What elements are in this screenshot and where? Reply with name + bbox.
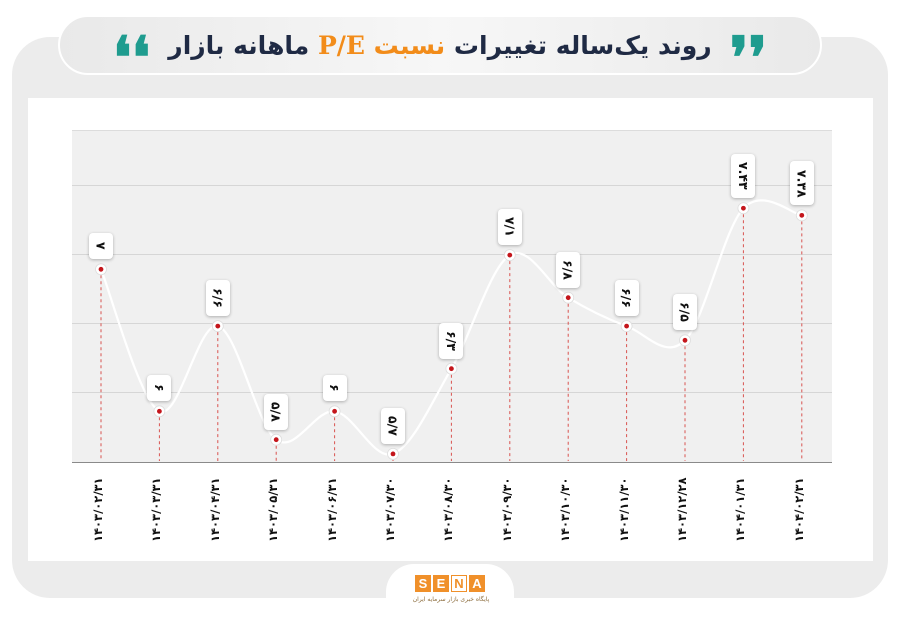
- title-banner: ❜❜ روند یک‌ساله تغییرات نسبت P/E ماهانه …: [58, 15, 822, 87]
- x-axis-label: ۱۴۰۳/۰۵/۳۱: [266, 477, 281, 542]
- data-point: [273, 437, 279, 443]
- title-suffix: ماهانه بازار: [168, 30, 318, 60]
- value-label: ۶: [322, 375, 347, 402]
- value-label: ۶/۵: [673, 294, 697, 331]
- x-axis-label: ۱۴۰۳/۰۹/۳۰: [499, 477, 514, 542]
- x-axis-label: ۱۴۰۳/۰۲/۳۱: [91, 477, 105, 542]
- data-point: [624, 323, 629, 329]
- x-axis-label: ۱۴۰۳/۱۲/۲۸: [675, 477, 689, 542]
- data-point: [799, 212, 805, 218]
- data-point: [157, 408, 162, 414]
- data-point: [682, 337, 688, 343]
- x-axis-label: ۱۴۰۳/۰۶/۳۱: [324, 477, 339, 542]
- x-axis-label: ۱۴۰۳/۱۱/۳۰: [616, 477, 631, 542]
- data-point: [449, 366, 454, 372]
- value-label: ۶: [147, 375, 172, 402]
- x-axis-label: ۱۴۰۴/۰۲/۳۱: [791, 477, 806, 542]
- x-axis-label: ۱۴۰۳/۱۰/۳۰: [558, 477, 573, 542]
- data-point: [507, 252, 513, 258]
- gridline: [72, 254, 832, 255]
- value-label: ۵/۸: [264, 393, 289, 430]
- value-label: ۷.۳۸: [789, 161, 814, 206]
- value-label: ۶/۳: [439, 322, 464, 359]
- data-point: [98, 266, 104, 272]
- value-label: ۷/۱: [497, 209, 522, 246]
- x-axis-label: ۱۴۰۳/۰۴/۳۱: [207, 477, 222, 542]
- sena-logo: S E N A: [415, 575, 485, 592]
- gridline: [72, 392, 832, 393]
- logo-letter: E: [433, 575, 449, 592]
- logo-letter: S: [415, 575, 431, 592]
- value-label: ۶/۸: [556, 251, 581, 288]
- footer-logo-tab: [386, 564, 514, 614]
- title-prefix: روند یک‌ساله تغییرات: [445, 30, 712, 60]
- value-label: ۵/۷: [381, 407, 405, 444]
- title-highlight: نسبت: [364, 30, 446, 60]
- x-axis-label: ۱۴۰۳/۰۳/۳۱: [149, 477, 164, 542]
- logo-letter: A: [469, 575, 485, 592]
- chart-title: روند یک‌ساله تغییرات نسبت P/E ماهانه باز…: [168, 31, 711, 60]
- logo-tagline: پایگاه خبری بازار سرمایه ایران: [412, 596, 490, 603]
- title-pe: P/E: [317, 30, 365, 60]
- logo-letter: N: [451, 575, 467, 592]
- data-point: [741, 205, 746, 211]
- value-label: ۷.۴۳: [731, 154, 756, 199]
- data-point: [565, 295, 571, 301]
- x-axis-label: ۱۴۰۴/۰۱/۳۱: [733, 477, 748, 542]
- x-axis-label: ۱۴۰۳/۰۷/۳۰: [383, 477, 397, 542]
- x-axis-label: ۱۴۰۳/۰۸/۳۰: [441, 477, 456, 542]
- value-label: ۶/۶: [614, 280, 639, 317]
- gridline: [72, 185, 832, 186]
- data-point: [390, 451, 396, 457]
- data-point: [332, 408, 337, 414]
- value-label: ۷: [89, 233, 113, 260]
- value-label: ۶/۶: [205, 280, 230, 317]
- data-point: [215, 323, 221, 329]
